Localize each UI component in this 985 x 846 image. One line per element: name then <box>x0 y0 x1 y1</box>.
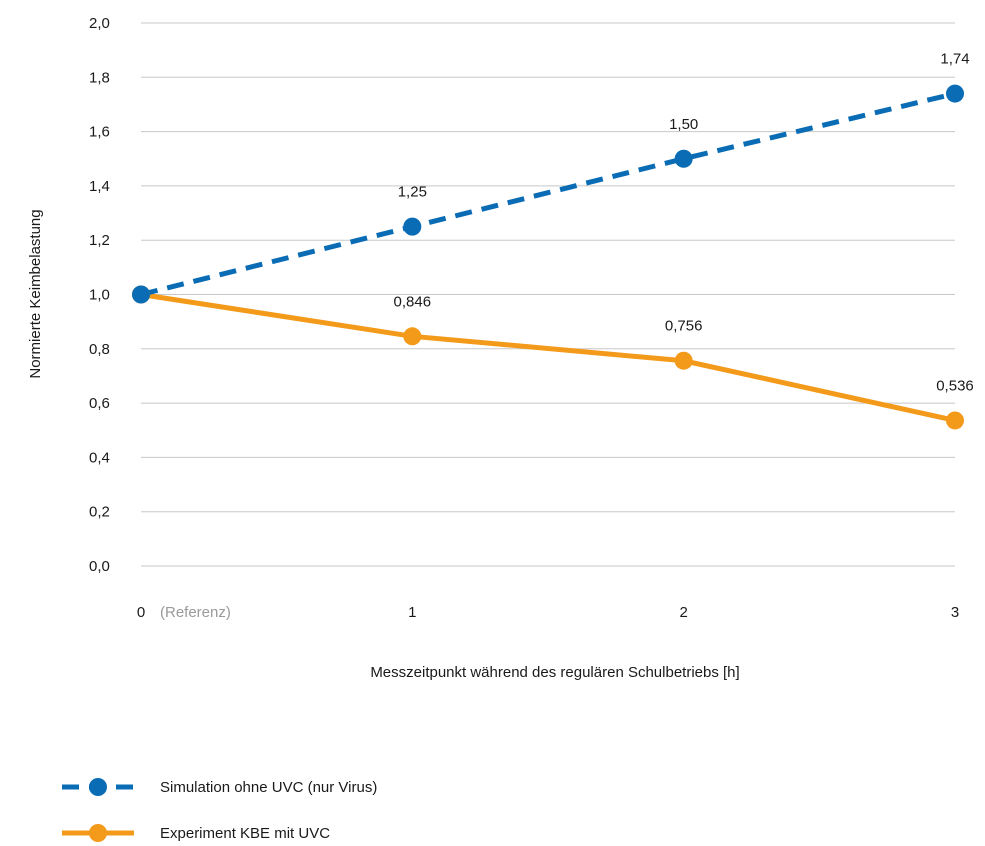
x-axis-title: Messzeitpunkt während des regulären Schu… <box>370 664 739 681</box>
data-point <box>403 217 422 236</box>
y-tick-label: 1,0 <box>89 287 110 304</box>
series-line <box>140 292 956 423</box>
series-line <box>140 91 956 297</box>
x-tick-label: 3 <box>951 604 959 621</box>
data-label: 0,756 <box>665 318 703 335</box>
x-tick-label: 0 <box>137 604 145 621</box>
y-tick-label: 1,8 <box>89 69 110 86</box>
data-point <box>946 411 964 430</box>
x-tick-label: 2 <box>679 604 687 621</box>
data-point <box>403 327 422 346</box>
x-reference-note: (Referenz) <box>160 604 231 621</box>
data-label: 0,846 <box>394 293 432 310</box>
y-axis-title: Normierte Keimbelastung <box>27 209 44 378</box>
data-label: 1,50 <box>669 116 698 133</box>
x-axis-ticks: 0 1 2 3 (Referenz) <box>137 604 959 621</box>
x-tick-label: 1 <box>408 604 416 621</box>
y-tick-label: 0,6 <box>89 395 110 412</box>
y-tick-label: 0,2 <box>89 504 110 521</box>
data-point <box>946 84 964 103</box>
y-tick-label: 2,0 <box>89 15 110 32</box>
y-axis-ticks: 0,0 0,2 0,4 0,6 0,8 1,0 1,2 1,4 1,6 1,8 2,0 <box>89 15 110 575</box>
legend-marker <box>89 824 107 842</box>
data-label: 0,536 <box>936 377 974 394</box>
data-point <box>132 285 150 304</box>
legend-label: Experiment KBE mit UVC <box>160 825 330 842</box>
legend: Simulation ohne UVC (nur Virus) Experimen… <box>62 778 377 842</box>
data-point <box>674 351 693 370</box>
y-tick-label: 1,6 <box>89 124 110 141</box>
data-point <box>674 149 693 168</box>
data-labels: 1,25 1,50 1,74 0,846 0,756 0,536 <box>394 51 974 395</box>
y-tick-label: 1,2 <box>89 232 110 249</box>
y-tick-label: 0,0 <box>89 558 110 575</box>
y-tick-label: 1,4 <box>89 178 110 195</box>
legend-label: Simulation ohne UVC (nur Virus) <box>160 779 377 796</box>
gridlines <box>141 22 955 567</box>
data-label: 1,25 <box>398 184 427 201</box>
legend-marker <box>89 778 107 796</box>
y-tick-label: 0,4 <box>89 449 110 466</box>
y-tick-label: 0,8 <box>89 341 110 358</box>
series-layer <box>132 84 964 430</box>
data-label: 1,74 <box>940 51 969 68</box>
